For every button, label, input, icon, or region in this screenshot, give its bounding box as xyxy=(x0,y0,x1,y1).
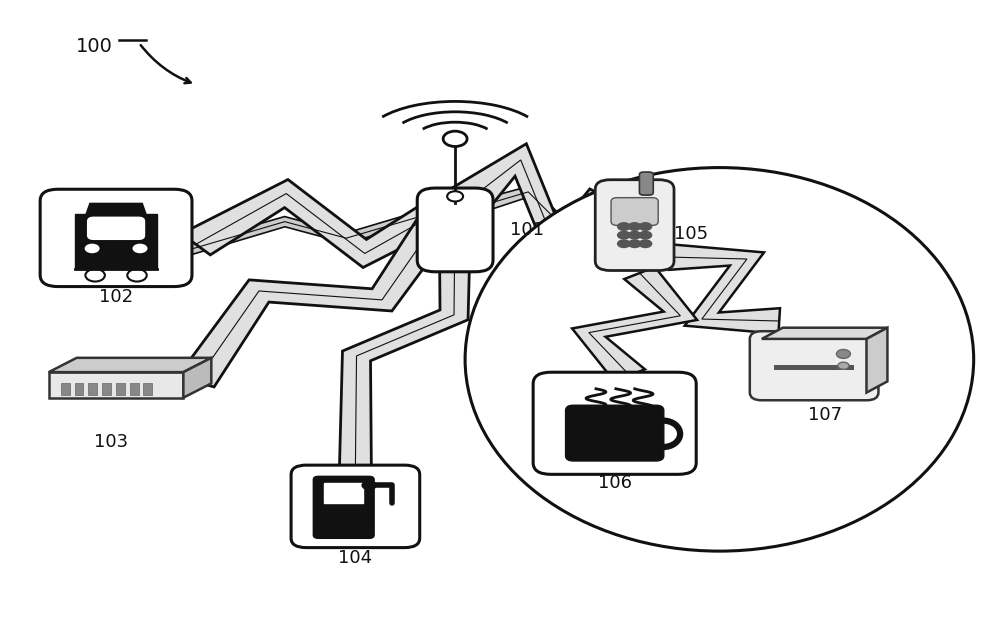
Bar xyxy=(774,365,854,370)
Circle shape xyxy=(628,222,642,231)
Circle shape xyxy=(85,244,100,253)
FancyBboxPatch shape xyxy=(595,180,674,270)
Circle shape xyxy=(133,244,147,253)
Text: 106: 106 xyxy=(598,474,632,492)
Circle shape xyxy=(447,191,463,202)
Polygon shape xyxy=(466,186,622,229)
Polygon shape xyxy=(178,204,463,387)
Circle shape xyxy=(617,230,631,239)
Circle shape xyxy=(127,269,147,282)
Bar xyxy=(75,383,83,395)
Circle shape xyxy=(638,230,652,239)
FancyBboxPatch shape xyxy=(611,198,658,225)
Bar xyxy=(102,383,111,395)
Bar xyxy=(324,483,363,503)
Polygon shape xyxy=(669,245,780,334)
Bar xyxy=(61,383,70,395)
Polygon shape xyxy=(181,180,470,268)
Bar xyxy=(116,383,125,395)
Polygon shape xyxy=(572,267,697,381)
Text: 103: 103 xyxy=(94,433,128,451)
FancyBboxPatch shape xyxy=(533,372,696,474)
Bar xyxy=(130,383,139,395)
FancyBboxPatch shape xyxy=(639,172,653,195)
Text: 102: 102 xyxy=(99,288,133,306)
Circle shape xyxy=(838,362,849,369)
FancyBboxPatch shape xyxy=(88,217,144,239)
FancyBboxPatch shape xyxy=(417,188,493,272)
FancyBboxPatch shape xyxy=(750,331,878,400)
Text: 101: 101 xyxy=(510,221,544,239)
Circle shape xyxy=(617,239,631,248)
Polygon shape xyxy=(49,358,211,372)
Circle shape xyxy=(638,222,652,231)
Polygon shape xyxy=(75,214,157,269)
Polygon shape xyxy=(339,203,471,468)
Circle shape xyxy=(361,480,377,490)
Polygon shape xyxy=(86,204,146,214)
Circle shape xyxy=(628,230,642,239)
Text: 105: 105 xyxy=(674,225,708,243)
Circle shape xyxy=(443,131,467,146)
Polygon shape xyxy=(183,205,448,256)
Text: 107: 107 xyxy=(808,406,842,424)
Circle shape xyxy=(836,349,850,358)
FancyBboxPatch shape xyxy=(313,476,374,539)
Text: 104: 104 xyxy=(338,548,372,566)
Ellipse shape xyxy=(465,168,974,551)
FancyBboxPatch shape xyxy=(566,405,664,461)
FancyBboxPatch shape xyxy=(40,189,192,286)
Polygon shape xyxy=(762,327,887,339)
Polygon shape xyxy=(445,144,630,259)
Bar xyxy=(143,383,152,395)
Bar xyxy=(88,383,97,395)
Circle shape xyxy=(628,239,642,248)
FancyBboxPatch shape xyxy=(291,465,420,548)
Text: 100: 100 xyxy=(76,37,113,56)
Circle shape xyxy=(638,239,652,248)
Circle shape xyxy=(85,269,105,282)
Polygon shape xyxy=(183,358,211,397)
Polygon shape xyxy=(866,327,887,393)
Polygon shape xyxy=(49,372,183,397)
Circle shape xyxy=(617,222,631,231)
